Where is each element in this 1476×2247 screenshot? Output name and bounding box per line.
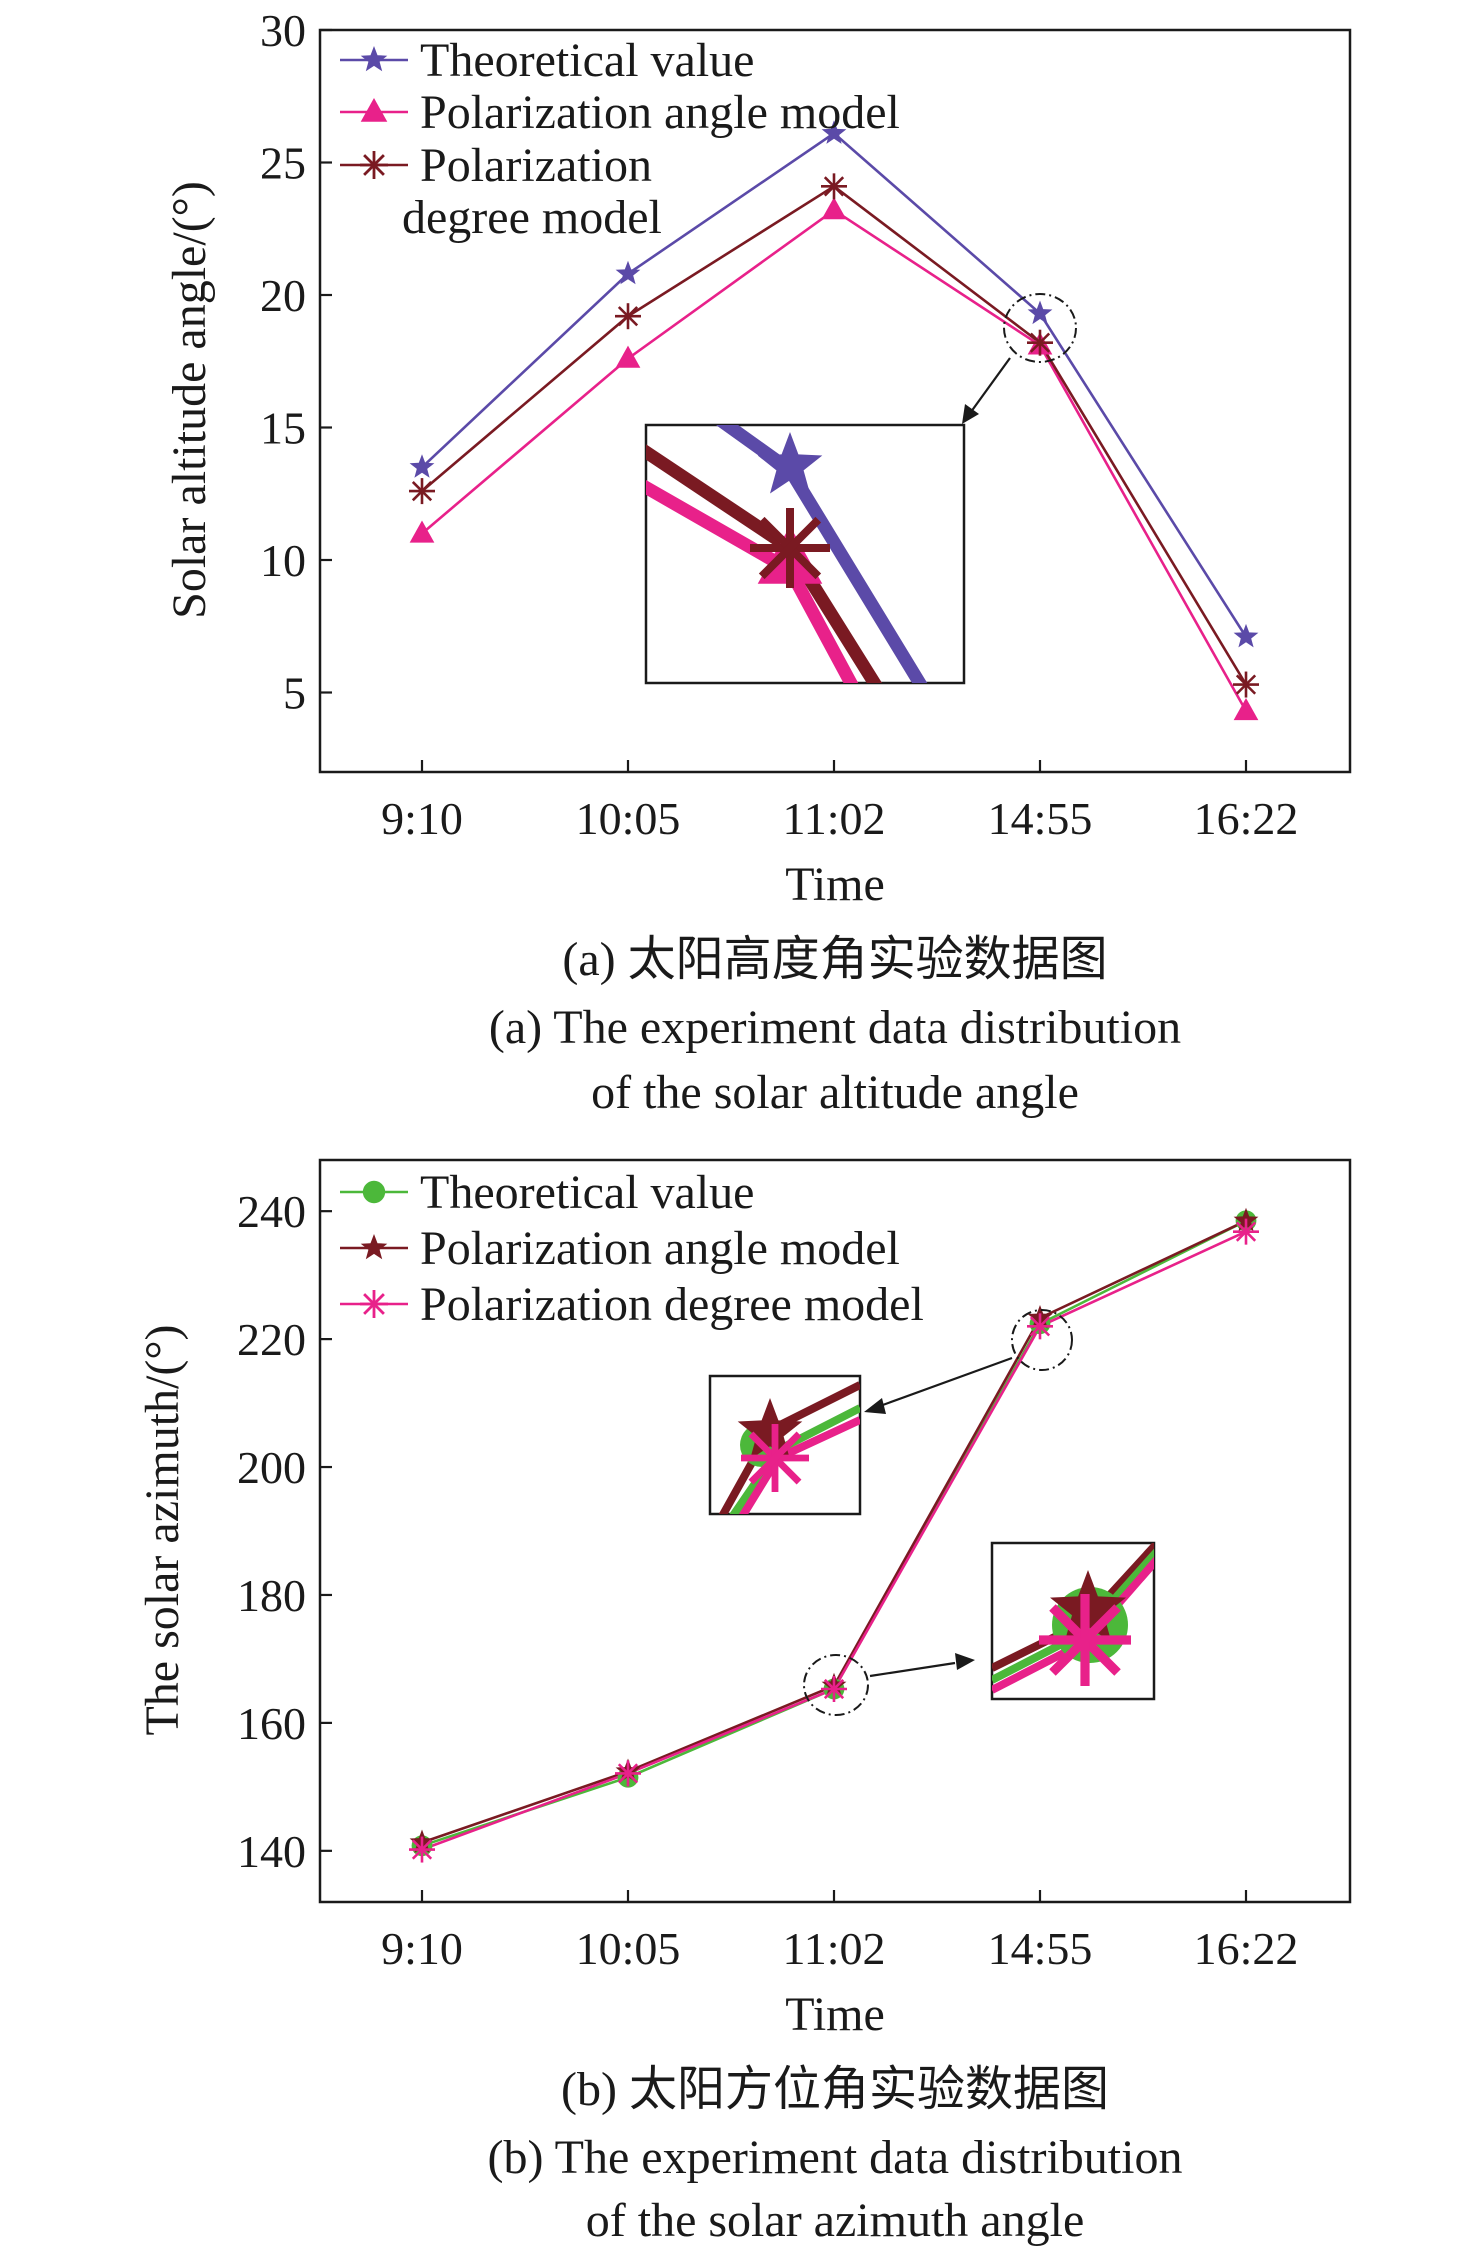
y-tick-label: 140 xyxy=(237,1826,306,1877)
data-point-marker xyxy=(409,478,435,505)
inset-asterisk-marker xyxy=(1039,1594,1131,1686)
inset-asterisk-marker xyxy=(750,508,830,588)
x-tick-label: 16:22 xyxy=(1194,1923,1299,1974)
chart-b-x-axis-title: Time xyxy=(785,1988,885,2041)
chart-a-caption-en-line1: (a) The experiment data distribution xyxy=(489,1001,1181,1054)
data-point-marker xyxy=(1233,623,1259,648)
legend-label: Theoretical value xyxy=(420,34,754,87)
chart-b-y-axis-title: The solar azimuth/(°) xyxy=(136,1324,189,1735)
chart-b-inset-2 xyxy=(990,1541,1156,1701)
legend-label: Polarization xyxy=(420,139,652,192)
inset-asterisk-marker xyxy=(741,1424,809,1492)
x-tick-label: 10:05 xyxy=(576,793,681,844)
chart-a-x-axis-title: Time xyxy=(785,858,885,911)
x-tick-label: 14:55 xyxy=(988,793,1093,844)
chart-a-highlight-circle xyxy=(1003,293,1077,363)
inset-star-marker xyxy=(757,432,823,494)
chart-b-inset-arrowhead-1 xyxy=(864,1398,886,1414)
chart-b-inset-1 xyxy=(708,1374,862,1516)
y-tick-label: 15 xyxy=(260,403,306,454)
data-point-marker xyxy=(1233,1218,1259,1245)
chart-b-x-ticks: 9:10 10:05 11:02 14:55 16:22 xyxy=(381,1890,1298,1974)
data-point-marker xyxy=(615,1760,641,1787)
chart-a-y-ticks: 5 10 15 20 25 30 xyxy=(260,5,332,719)
y-tick-label: 180 xyxy=(237,1570,306,1621)
x-tick-label: 14:55 xyxy=(988,1923,1093,1974)
y-tick-label: 30 xyxy=(260,5,306,56)
legend-label: Theoretical value xyxy=(420,1166,754,1219)
inset-star-marker xyxy=(737,1398,803,1460)
chart-a-inset xyxy=(644,423,966,685)
legend-marker xyxy=(360,98,388,122)
chart-b-caption-cn: (b) 太阳方位角实验数据图 xyxy=(561,2063,1109,2116)
y-tick-label: 160 xyxy=(237,1698,306,1749)
data-point-marker xyxy=(1027,329,1053,356)
chart-b-inset-arrow-2 xyxy=(869,1661,956,1678)
chart-b: 140 160 180 200 220 240 9:10 10:05 11:02 14:55 16… xyxy=(136,1158,1352,2247)
data-point-marker xyxy=(409,454,435,478)
x-tick-label: 9:10 xyxy=(381,1923,463,1974)
chart-b-highlight-circle-2 xyxy=(803,1654,869,1716)
chart-a-x-ticks: 9:10 10:05 11:02 14:55 16:22 xyxy=(381,760,1298,844)
y-tick-label: 240 xyxy=(237,1186,306,1237)
legend-marker xyxy=(360,1234,388,1260)
legend-marker xyxy=(360,46,388,72)
y-tick-label: 200 xyxy=(237,1442,306,1493)
data-point-marker xyxy=(615,260,641,285)
chart-a-inset-arrow xyxy=(967,357,1011,417)
legend-marker xyxy=(362,1180,386,1204)
legend-label: Polarization angle model xyxy=(420,86,900,139)
chart-b-highlight-circle-1 xyxy=(1011,1309,1073,1371)
chart-b-series xyxy=(409,1207,1259,1863)
chart-a: 5 10 15 20 25 30 9:10 10:05 11:02 14:55 16:22 Tim… xyxy=(163,5,1352,1119)
data-point-marker xyxy=(615,303,641,330)
y-tick-label: 20 xyxy=(260,270,306,321)
y-tick-label: 25 xyxy=(260,138,306,189)
x-tick-label: 11:02 xyxy=(782,793,885,844)
y-tick-label: 10 xyxy=(260,535,306,586)
y-tick-label: 5 xyxy=(283,668,306,719)
data-point-marker xyxy=(615,345,641,368)
chart-b-inset-arrow-1 xyxy=(879,1356,1013,1408)
chart-a-caption-en-line2: of the solar altitude angle xyxy=(591,1066,1079,1119)
x-tick-label: 9:10 xyxy=(381,793,463,844)
data-point-marker xyxy=(1233,671,1259,698)
data-point-marker xyxy=(1027,300,1053,325)
data-point-marker xyxy=(1027,1313,1053,1340)
data-point-marker xyxy=(821,173,847,200)
chart-b-caption-en-line1: (b) The experiment data distribution xyxy=(488,2131,1183,2184)
legend-label: Polarization angle model xyxy=(420,1222,900,1275)
y-tick-label: 220 xyxy=(237,1314,306,1365)
chart-a-caption-cn: (a) 太阳高度角实验数据图 xyxy=(562,933,1107,986)
chart-a-inset-arrowhead xyxy=(962,404,979,424)
data-point-marker xyxy=(821,197,847,220)
x-tick-label: 10:05 xyxy=(576,1923,681,1974)
legend-label: Polarization degree model xyxy=(420,1278,924,1331)
data-point-marker xyxy=(821,120,847,144)
chart-b-caption-en-line2: of the solar azimuth angle xyxy=(586,2194,1085,2247)
legend-marker xyxy=(360,1290,388,1318)
data-point-marker xyxy=(409,520,435,543)
chart-a-y-axis-title: Solar altitude angle/(°) xyxy=(163,181,216,619)
chart-b-y-ticks: 140 160 180 200 220 240 xyxy=(237,1186,332,1877)
data-point-marker xyxy=(409,1836,435,1863)
chart-a-series xyxy=(409,120,1259,721)
data-point-marker xyxy=(821,1675,847,1702)
x-tick-label: 16:22 xyxy=(1194,793,1299,844)
x-tick-label: 11:02 xyxy=(782,1923,885,1974)
chart-b-inset-arrowhead-2 xyxy=(955,1653,975,1670)
legend-marker xyxy=(360,151,388,179)
legend-label: degree model xyxy=(402,191,662,244)
data-point-marker xyxy=(1233,698,1259,721)
